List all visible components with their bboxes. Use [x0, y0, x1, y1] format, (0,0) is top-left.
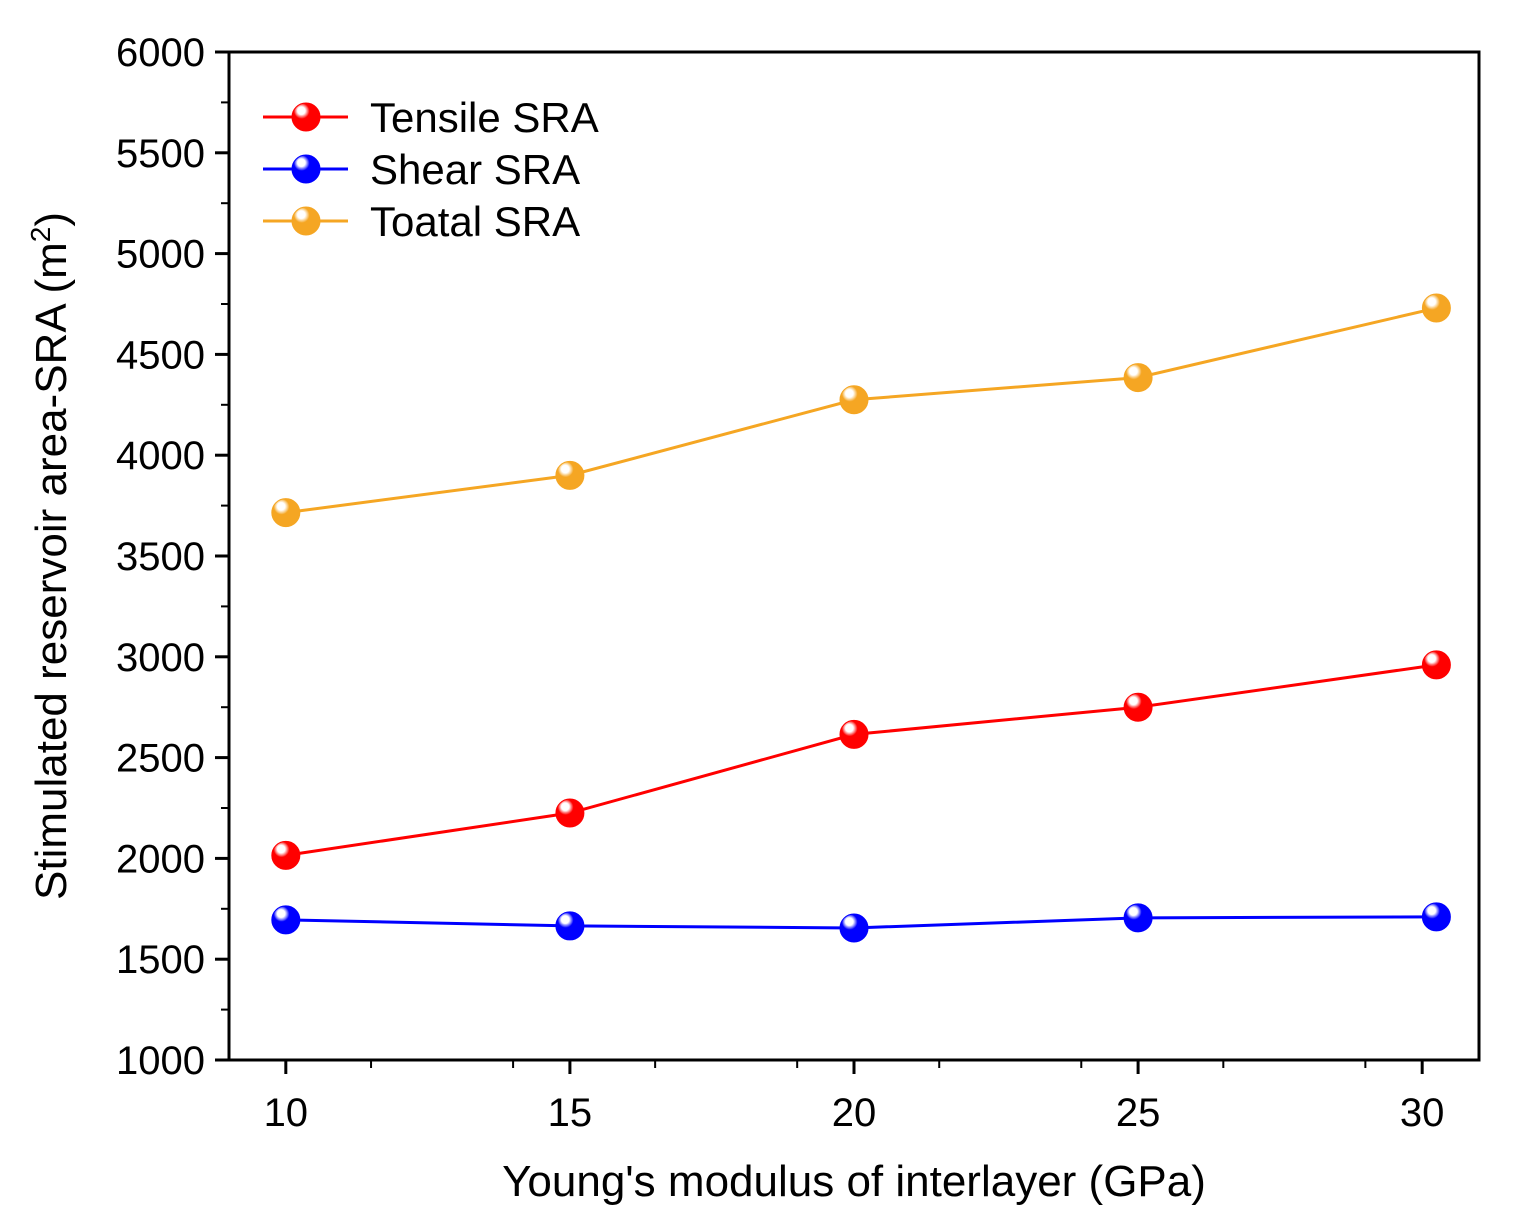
legend-swatch-marker — [291, 154, 321, 184]
data-point — [1123, 903, 1153, 933]
data-point — [1421, 293, 1451, 323]
legend-item-shear-sra: Shear SRA — [263, 146, 580, 193]
y-tick-label: 1000 — [116, 1039, 205, 1083]
x-tick-label: 15 — [548, 1091, 593, 1135]
data-point — [1123, 692, 1153, 722]
data-point — [1123, 363, 1153, 393]
series-shear-sra — [271, 902, 1451, 943]
y-axis-title-superscript: 2 — [25, 227, 56, 243]
y-axis: 1000 1500 2000 2500 3000 3500 4000 4500 5000 5500… — [116, 31, 229, 1083]
series-toatal-sra — [271, 293, 1451, 528]
series-layer — [271, 293, 1451, 943]
legend-swatch-marker — [291, 102, 321, 132]
data-point — [555, 798, 585, 828]
x-axis: 10 15 20 25 30 — [264, 1060, 1445, 1135]
data-point — [271, 840, 301, 870]
x-axis-title: Young's modulus of interlayer (GPa) — [502, 1157, 1206, 1206]
legend: Tensile SRA Shear SRA Toatal SRA — [263, 94, 599, 245]
data-point — [839, 719, 869, 749]
x-tick-label: 30 — [1400, 1091, 1445, 1135]
y-tick-label: 5000 — [116, 233, 205, 277]
legend-label: Tensile SRA — [370, 94, 599, 141]
y-tick-label: 4500 — [116, 333, 205, 377]
y-tick-label: 2000 — [116, 837, 205, 881]
y-tick-label: 2500 — [116, 737, 205, 781]
x-tick-label: 25 — [1116, 1091, 1161, 1135]
legend-item-toatal-sra: Toatal SRA — [263, 198, 580, 245]
y-axis-title-main: Stimulated reservoir area-SRA (m — [27, 242, 76, 900]
y-tick-label: 3500 — [116, 535, 205, 579]
y-axis-title: Stimulated reservoir area-SRA (m2) — [25, 212, 76, 900]
x-tick-label: 10 — [264, 1091, 309, 1135]
data-point — [1421, 650, 1451, 680]
data-point — [271, 498, 301, 528]
x-tick-label: 20 — [832, 1091, 877, 1135]
data-point — [1421, 902, 1451, 932]
data-point — [555, 911, 585, 941]
data-point — [555, 460, 585, 490]
legend-item-tensile-sra: Tensile SRA — [263, 94, 599, 141]
series-tensile-sra — [271, 650, 1451, 870]
y-axis-title-close: ) — [27, 212, 76, 227]
y-tick-label: 6000 — [116, 31, 205, 75]
y-tick-label: 5500 — [116, 132, 205, 176]
y-tick-label: 4000 — [116, 434, 205, 478]
data-point — [271, 905, 301, 935]
data-point — [839, 913, 869, 943]
legend-label: Shear SRA — [370, 146, 580, 193]
legend-label: Toatal SRA — [370, 198, 580, 245]
y-tick-label: 3000 — [116, 636, 205, 680]
data-point — [839, 385, 869, 415]
legend-swatch-marker — [291, 206, 321, 236]
series-line — [285, 663, 1437, 857]
y-tick-label: 1500 — [116, 938, 205, 982]
